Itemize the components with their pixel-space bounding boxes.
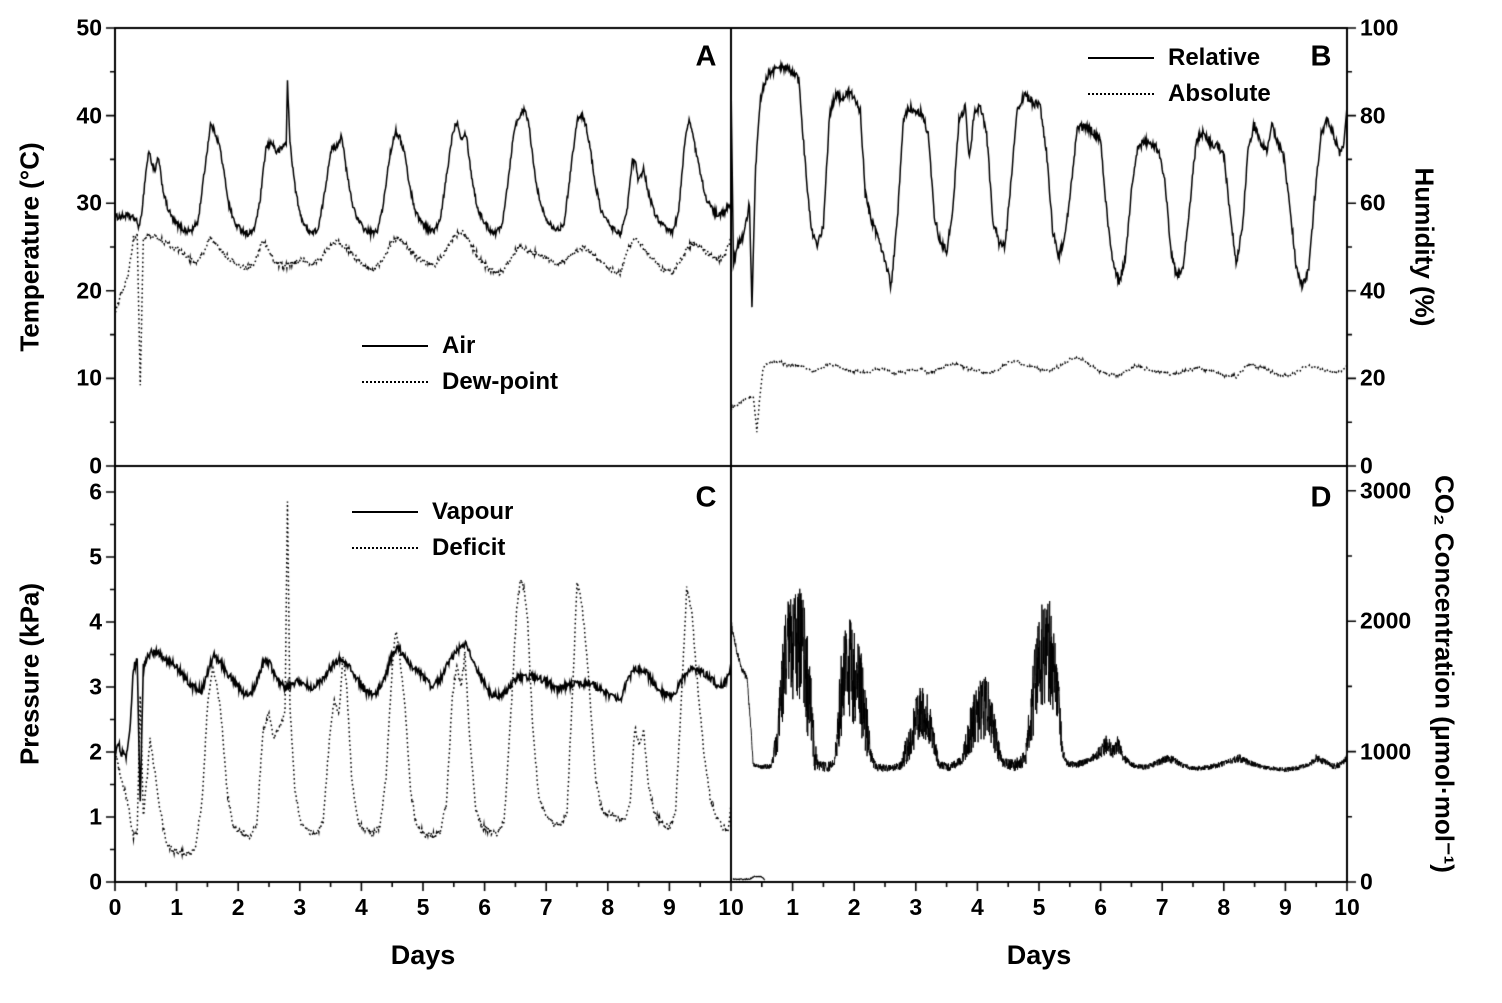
tick-label: 5 — [89, 543, 102, 570]
legend-entry-vapour: Vapour — [352, 498, 513, 526]
tick-label: 1 — [786, 894, 799, 920]
tick-label: 40 — [76, 102, 102, 129]
y-axis-title-humidity: Humidity (%) — [1409, 167, 1440, 327]
legend-label-air: Air — [442, 332, 476, 359]
tick-label: 6 — [1094, 894, 1107, 920]
legend-entry-air: Air — [362, 332, 558, 360]
legend-label-deficit: Deficit — [432, 534, 506, 561]
solid-line-swatch — [352, 511, 418, 513]
panel-label-b: B — [1310, 40, 1332, 73]
legend-humidity: Relative Absolute — [1088, 44, 1271, 108]
x-axis-title-right: Days — [1006, 940, 1072, 970]
tick-label: 0 — [1360, 868, 1373, 895]
y-axis-title-pressure: Pressure (kPa) — [14, 582, 45, 766]
tick-label: 4 — [354, 894, 368, 920]
tick-label: 30 — [76, 189, 102, 216]
tick-label: 7 — [539, 894, 553, 920]
x-axis-title-left: Days — [390, 940, 456, 970]
tick-label: 2 — [847, 894, 861, 920]
panel-label-d: D — [1310, 481, 1332, 514]
solid-line-swatch — [1088, 57, 1154, 59]
tick-label: 40 — [1360, 277, 1386, 304]
panel-label-c: C — [695, 481, 717, 514]
tick-label: 100 — [1360, 14, 1399, 41]
y-axis-title-co2: CO₂ Concentration (μmol·mol⁻¹) — [1429, 475, 1460, 873]
tick-label: 20 — [1360, 364, 1386, 391]
tick-label: 3 — [293, 894, 307, 920]
dotted-line-swatch — [1088, 93, 1154, 95]
dotted-line-swatch — [362, 381, 428, 383]
panel-label-a: A — [695, 40, 717, 73]
legend-entry-relative: Relative — [1088, 44, 1271, 72]
dotted-line-swatch — [352, 547, 418, 549]
tick-label: 2000 — [1360, 607, 1412, 634]
tick-label: 0 — [1360, 452, 1373, 479]
tick-label: 5 — [416, 894, 430, 920]
tick-label: 1 — [170, 894, 183, 920]
tick-label: 9 — [1278, 894, 1292, 920]
tick-label: 7 — [1155, 894, 1169, 920]
tick-label: 50 — [76, 14, 102, 41]
legend-label-absolute: Absolute — [1168, 80, 1271, 107]
tick-label: 1000 — [1360, 738, 1412, 765]
tick-label: 10 — [76, 364, 102, 391]
tick-label: 0 — [108, 894, 122, 920]
tick-label: 80 — [1360, 102, 1386, 129]
tick-label: 3 — [89, 673, 102, 700]
tick-label: 4 — [89, 608, 102, 635]
tick-label: 10 — [1334, 894, 1360, 920]
tick-label: 20 — [76, 277, 102, 304]
legend-entry-absolute: Absolute — [1088, 80, 1271, 108]
legend-pressure: Vapour Deficit — [352, 498, 513, 562]
tick-label: 10 — [718, 894, 744, 920]
tick-label: 4 — [970, 894, 984, 920]
tick-label: 8 — [601, 894, 615, 920]
tick-label: 9 — [662, 894, 676, 920]
tick-label: 3000 — [1360, 477, 1412, 504]
tick-label: 6 — [478, 894, 491, 920]
tick-label: 3 — [909, 894, 923, 920]
tick-label: 1 — [89, 803, 102, 830]
legend-temperature: Air Dew-point — [362, 332, 558, 396]
tick-label: 60 — [1360, 189, 1386, 216]
y-axis-title-temperature: Temperature (°C) — [14, 142, 45, 352]
tick-label: 2 — [89, 738, 102, 765]
tick-label: 8 — [1217, 894, 1231, 920]
tick-label: 2 — [231, 894, 245, 920]
legend-entry-deficit: Deficit — [352, 534, 513, 562]
legend-label-vapour: Vapour — [432, 498, 514, 525]
legend-entry-dew-point: Dew-point — [362, 368, 558, 396]
solid-line-swatch — [362, 345, 428, 347]
tick-label: 0 — [89, 868, 102, 895]
tick-label: 6 — [89, 478, 102, 505]
legend-label-dew-point: Dew-point — [442, 368, 558, 395]
tick-label: 0 — [89, 452, 102, 479]
legend-label-relative: Relative — [1168, 44, 1261, 71]
tick-label: 5 — [1032, 894, 1046, 920]
